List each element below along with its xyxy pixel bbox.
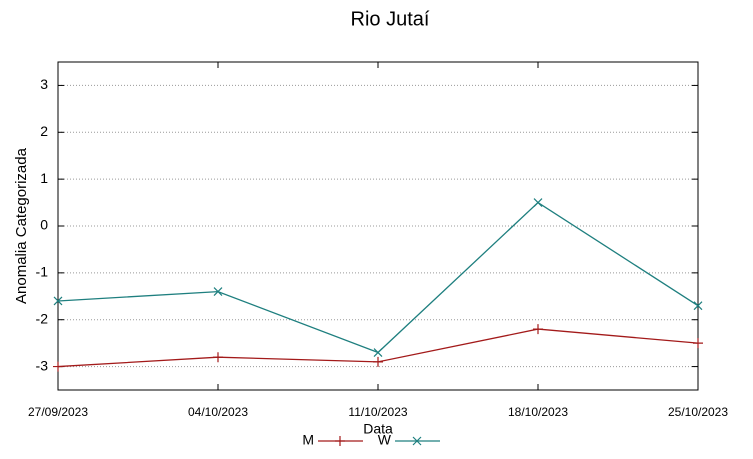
x-tick-label: 27/09/2023 <box>28 405 88 419</box>
data-point <box>53 361 63 372</box>
y-tick-label: -2 <box>36 310 49 326</box>
data-point <box>373 356 383 367</box>
legend-label: W <box>378 432 392 448</box>
data-point <box>213 352 223 363</box>
legend-marker <box>412 436 422 446</box>
data-point <box>693 338 703 349</box>
x-tick-label: 11/10/2023 <box>348 405 407 419</box>
legend-label: M <box>302 432 314 448</box>
x-axis-label: Data <box>363 421 393 437</box>
y-axis-label: Anomalia Categorizada <box>13 147 30 304</box>
data-point <box>533 324 543 335</box>
y-tick-label: -3 <box>36 357 49 373</box>
chart-title: Rio Jutaí <box>351 8 430 30</box>
data-point <box>373 348 383 357</box>
y-tick-label: 3 <box>40 76 48 92</box>
x-tick-label: 18/10/2023 <box>508 405 568 419</box>
y-tick-label: 2 <box>40 123 48 139</box>
y-tick-label: -1 <box>36 264 49 280</box>
series-line <box>57 201 699 354</box>
data-point <box>693 301 703 311</box>
x-tick-label: 04/10/2023 <box>188 405 248 419</box>
x-tick-label: 25/10/2023 <box>668 405 728 419</box>
data-point <box>213 287 223 297</box>
y-tick-label: 1 <box>40 170 48 186</box>
plot-border <box>57 61 699 391</box>
legend-marker <box>335 436 345 446</box>
data-point <box>533 198 543 207</box>
data-point <box>53 296 63 306</box>
y-tick-label: 0 <box>40 217 48 233</box>
